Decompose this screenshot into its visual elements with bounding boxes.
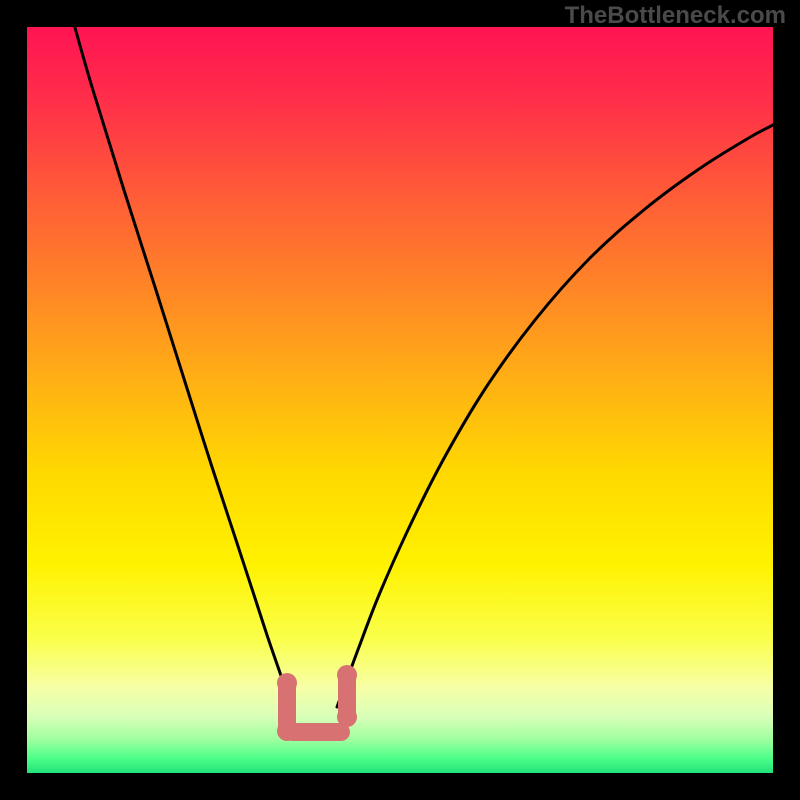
plot-group [72,17,773,741]
chart-frame: TheBottleneck.com [0,0,800,800]
bottleneck-curve-chart [0,0,800,800]
bottleneck-markers [277,665,357,741]
curve-right-branch [337,125,773,707]
curve-left-branch [72,17,292,707]
marker-bottom-bar [284,723,350,741]
